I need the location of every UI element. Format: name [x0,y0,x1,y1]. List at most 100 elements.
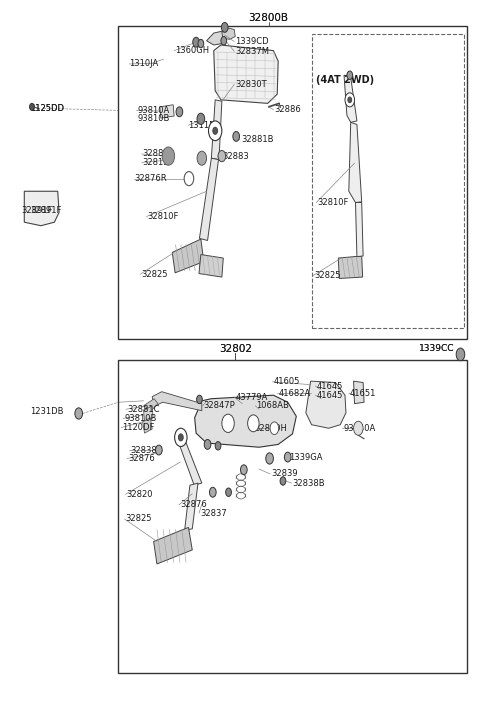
Text: 32837: 32837 [200,509,227,517]
Polygon shape [185,483,198,530]
Text: 32802: 32802 [219,344,252,354]
Circle shape [221,23,228,32]
Polygon shape [214,45,278,103]
Circle shape [179,434,183,441]
Circle shape [208,121,222,140]
Text: 41645: 41645 [316,381,343,390]
Circle shape [198,40,204,48]
Text: 32810F: 32810F [147,212,179,221]
Circle shape [209,487,216,497]
Text: 32881B: 32881B [241,136,274,145]
Polygon shape [24,191,59,226]
Text: 1125DD: 1125DD [30,104,64,113]
Circle shape [176,107,183,116]
Text: 32838B: 32838B [130,445,163,455]
Circle shape [233,131,240,141]
Text: 32815: 32815 [143,158,169,167]
Polygon shape [143,418,152,433]
Circle shape [197,151,206,165]
Polygon shape [144,399,158,411]
Text: 32891F: 32891F [30,206,61,215]
Circle shape [204,440,211,449]
Polygon shape [306,381,346,429]
Circle shape [213,127,217,134]
Polygon shape [354,381,364,404]
Text: 1360GH: 1360GH [176,46,210,55]
Circle shape [184,172,194,186]
Polygon shape [144,406,153,422]
Text: (4AT 2WD): (4AT 2WD) [316,75,374,85]
Polygon shape [152,392,202,411]
Polygon shape [338,256,363,278]
Text: 1339CD: 1339CD [235,37,269,46]
Text: 93810B: 93810B [137,114,170,124]
Text: 32837M: 32837M [235,47,269,56]
Circle shape [162,147,175,165]
Text: 32825: 32825 [125,515,152,523]
Text: 1339CC: 1339CC [419,345,455,353]
Text: 32838B: 32838B [292,479,325,488]
Text: 1311FA: 1311FA [189,121,219,130]
Circle shape [456,348,465,361]
Polygon shape [172,239,204,273]
Circle shape [30,103,34,110]
Circle shape [221,37,227,45]
Text: 32839: 32839 [271,469,298,479]
Text: 1339GA: 1339GA [288,453,322,462]
Text: 32876: 32876 [180,501,206,510]
Text: 32800B: 32800B [249,13,288,23]
Circle shape [75,408,83,419]
Circle shape [266,453,274,464]
Circle shape [175,429,187,446]
Text: 32883: 32883 [222,152,249,160]
Circle shape [284,452,291,462]
Circle shape [354,421,363,436]
Text: 93810A: 93810A [137,106,169,115]
Text: 93810B: 93810B [124,414,156,423]
Text: 1125DD: 1125DD [30,104,64,113]
Circle shape [280,477,286,485]
Text: 1120DF: 1120DF [122,423,155,432]
Polygon shape [344,76,357,122]
Bar [118,360,467,673]
Circle shape [348,97,352,102]
Circle shape [226,488,231,496]
Polygon shape [211,100,222,160]
Text: 93840A: 93840A [343,424,375,433]
Circle shape [215,442,221,450]
Polygon shape [349,122,362,203]
Circle shape [248,415,259,432]
Circle shape [218,150,226,162]
Polygon shape [154,527,192,564]
Text: 32800B: 32800B [249,13,288,23]
Polygon shape [206,31,226,45]
Circle shape [347,71,353,80]
Polygon shape [199,255,223,277]
Polygon shape [222,28,235,40]
Circle shape [222,414,234,433]
Text: 43779A: 43779A [235,393,268,402]
Circle shape [240,465,247,474]
Circle shape [270,422,279,435]
Polygon shape [199,158,218,241]
Text: 32825: 32825 [141,270,168,280]
Circle shape [156,445,162,455]
Text: 32825: 32825 [314,271,340,280]
Text: 32830T: 32830T [235,80,267,89]
Polygon shape [178,441,202,485]
Text: 1310JA: 1310JA [129,59,158,68]
Text: 41651: 41651 [350,388,376,397]
Polygon shape [160,104,174,118]
Circle shape [197,395,202,404]
Bar [312,35,464,328]
Text: 32891F: 32891F [22,206,53,215]
Circle shape [197,113,204,124]
Text: 32876: 32876 [128,454,155,463]
Bar [118,26,467,339]
Text: 41682A: 41682A [278,388,311,397]
Text: 1231DB: 1231DB [30,407,63,416]
Circle shape [193,37,199,47]
Text: 1068AB: 1068AB [256,401,289,410]
Polygon shape [356,203,363,257]
Text: 32820: 32820 [126,490,153,499]
